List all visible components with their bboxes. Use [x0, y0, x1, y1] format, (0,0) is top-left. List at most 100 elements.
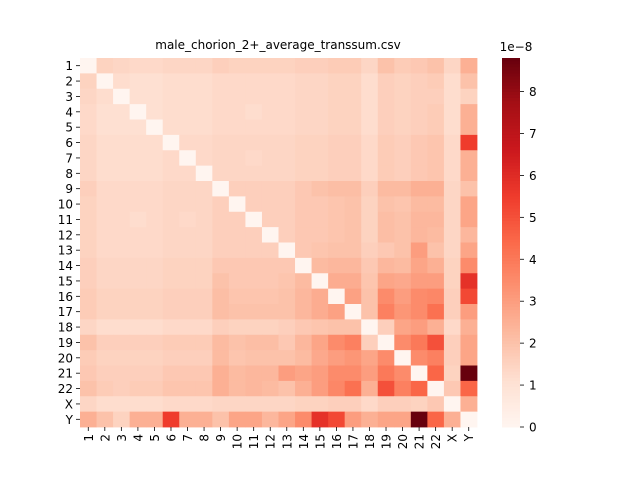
heatmap-cell	[179, 150, 197, 167]
heatmap-cell	[179, 242, 197, 259]
colorbar-segment	[502, 264, 520, 268]
heatmap-cell	[261, 150, 279, 167]
heatmap-cell	[96, 319, 114, 336]
heatmap-cell	[344, 304, 362, 320]
heatmap-cell	[377, 134, 395, 151]
x-tick-label: X	[446, 434, 460, 442]
heatmap-cell	[228, 134, 246, 151]
colorbar-segment	[502, 368, 520, 373]
heatmap-cell	[311, 242, 329, 259]
colorbar-segment	[502, 414, 520, 419]
heatmap-cell	[113, 411, 131, 428]
colorbar-segment	[502, 190, 520, 194]
heatmap-cell	[295, 196, 312, 213]
heatmap-cell	[328, 304, 346, 320]
heatmap-cell	[113, 104, 131, 120]
heatmap-cell	[261, 165, 279, 182]
heatmap-cell	[261, 411, 279, 428]
heatmap-cell	[328, 165, 346, 182]
heatmap-cell	[261, 334, 279, 351]
heatmap-cell	[410, 242, 428, 259]
heatmap-cell	[129, 334, 147, 351]
heatmap-cell	[96, 273, 114, 290]
heatmap-cell	[295, 134, 312, 151]
heatmap-cell	[394, 134, 412, 151]
heatmap-cell	[377, 257, 395, 274]
heatmap-cell	[443, 242, 461, 259]
heatmap-cell	[328, 211, 346, 228]
heatmap-cell	[96, 227, 114, 243]
heatmap-cell	[245, 227, 263, 243]
heatmap-cell	[96, 411, 114, 428]
heatmap-cell	[443, 257, 461, 274]
heatmap-cell	[278, 58, 296, 74]
heatmap-cell	[245, 134, 263, 151]
heatmap-cell	[96, 211, 114, 228]
heatmap-cell	[162, 242, 180, 259]
y-tick-label: 8	[65, 167, 73, 181]
heatmap-cell	[311, 365, 329, 382]
heatmap-cell	[427, 380, 445, 397]
heatmap-cell	[443, 134, 461, 151]
heatmap-cell	[146, 165, 164, 182]
heatmap-cell	[278, 119, 296, 136]
heatmap-cell	[162, 411, 180, 428]
heatmap-cell	[228, 165, 246, 182]
colorbar-segment	[502, 254, 520, 259]
heatmap-cell	[195, 242, 213, 259]
heatmap-cell	[427, 257, 445, 274]
heatmap-cell	[278, 288, 296, 305]
heatmap-cell	[295, 227, 312, 243]
heatmap-cell	[328, 150, 346, 167]
heatmap-cell	[377, 380, 395, 397]
colorbar-segment	[502, 380, 520, 385]
heatmap-cell	[261, 88, 279, 105]
heatmap-cell	[328, 181, 346, 197]
heatmap-cell	[261, 396, 279, 413]
heatmap-cell	[245, 319, 263, 336]
heatmap-cell	[261, 73, 279, 90]
heatmap-cell	[245, 257, 263, 274]
heatmap-cell	[328, 365, 346, 382]
heatmap-cell	[311, 411, 329, 428]
colorbar-tick-label: 5	[529, 211, 537, 225]
heatmap-cell	[96, 380, 114, 397]
heatmap-cell	[96, 73, 114, 90]
colorbar-segment	[502, 377, 520, 382]
heatmap-cell	[129, 211, 147, 228]
heatmap-cell	[328, 396, 346, 413]
heatmap-cell	[311, 165, 329, 182]
colorbar-segment	[502, 420, 520, 425]
heatmap-cell	[195, 196, 213, 213]
heatmap-cell	[179, 73, 197, 90]
heatmap-cell	[80, 196, 97, 213]
heatmap-cell	[295, 350, 312, 366]
heatmap-cell	[377, 165, 395, 182]
heatmap-cell	[113, 304, 131, 320]
heatmap-cell	[80, 134, 97, 151]
heatmap-cell	[460, 242, 478, 259]
colorbar-segment	[502, 362, 520, 367]
colorbar-segment	[502, 260, 520, 265]
heatmap-cell	[146, 319, 164, 336]
heatmap-cell	[361, 319, 379, 336]
y-tick-label: 2	[65, 75, 73, 89]
y-tick-label: 21	[58, 367, 73, 381]
heatmap-cell	[328, 227, 346, 243]
heatmap-cell	[179, 196, 197, 213]
heatmap-cell	[344, 211, 362, 228]
colorbar-segment	[502, 304, 520, 308]
heatmap-cell	[212, 319, 230, 336]
heatmap-cell	[146, 58, 164, 74]
heatmap-cell	[96, 242, 114, 259]
heatmap-cell	[146, 211, 164, 228]
heatmap-cell	[410, 380, 428, 397]
heatmap-cell	[344, 380, 362, 397]
heatmap-cell	[146, 288, 164, 305]
heatmap-cell	[443, 119, 461, 136]
heatmap-cell	[460, 211, 478, 228]
heatmap-cell	[162, 88, 180, 105]
heatmap-cell	[427, 334, 445, 351]
colorbar-segment	[502, 310, 520, 314]
heatmap-cell	[162, 104, 180, 120]
